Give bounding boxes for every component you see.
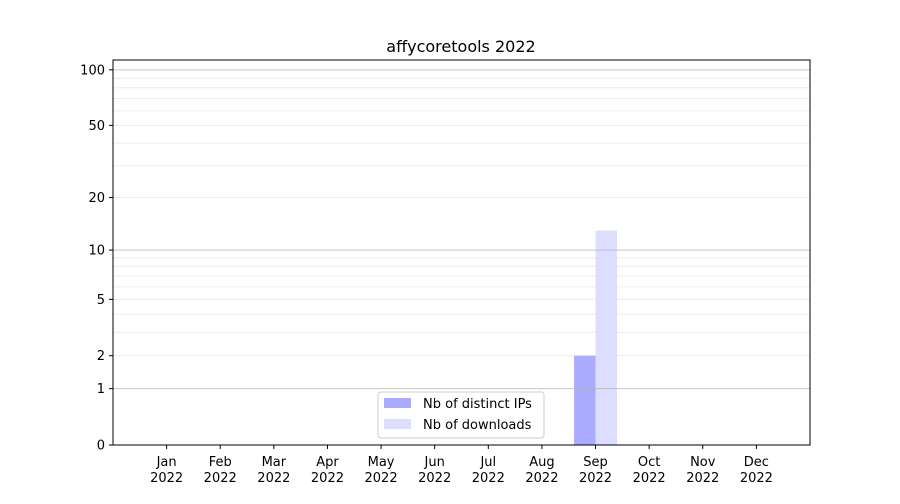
x-tick-label-month: Feb <box>209 455 232 470</box>
y-tick-label: 1 <box>97 382 105 397</box>
x-tick-label-month: Oct <box>638 455 660 470</box>
x-tick-label-year: 2022 <box>204 471 237 486</box>
x-tick-label-year: 2022 <box>740 471 773 486</box>
bar-nb-of-downloads-sep <box>595 230 617 445</box>
x-tick-label-month: Jan <box>156 455 177 470</box>
bar-nb-of-distinct-ips-sep <box>574 355 596 445</box>
legend-label: Nb of downloads <box>423 418 532 433</box>
x-tick-label-month: Apr <box>316 455 339 470</box>
x-tick-label-month: Mar <box>262 455 287 470</box>
legend-swatch <box>384 398 411 408</box>
x-tick-label-year: 2022 <box>150 471 183 486</box>
x-tick-label-month: Sep <box>583 455 608 470</box>
y-tick-label: 100 <box>80 63 105 78</box>
y-tick-label: 0 <box>97 439 105 454</box>
x-tick-label-year: 2022 <box>311 471 344 486</box>
x-tick-label-year: 2022 <box>686 471 719 486</box>
y-tick-label: 20 <box>88 191 105 206</box>
y-tick-label: 50 <box>88 119 105 134</box>
chart-title: affycoretools 2022 <box>386 37 535 56</box>
x-tick-label-year: 2022 <box>418 471 451 486</box>
y-tick-label: 5 <box>97 293 105 308</box>
x-tick-label-month: May <box>368 455 395 470</box>
x-tick-label-year: 2022 <box>579 471 612 486</box>
x-tick-label-month: Nov <box>690 455 716 470</box>
y-tick-label: 10 <box>88 244 105 259</box>
y-tick-label: 2 <box>97 349 105 364</box>
x-tick-label-month: Jun <box>424 455 445 470</box>
legend-swatch <box>384 419 411 429</box>
x-tick-label-year: 2022 <box>525 471 558 486</box>
x-tick-label-month: Aug <box>529 455 554 470</box>
legend-label: Nb of distinct IPs <box>423 397 532 412</box>
x-tick-label-year: 2022 <box>365 471 398 486</box>
plot-frame <box>112 59 811 446</box>
x-tick-label-year: 2022 <box>257 471 290 486</box>
x-tick-label-month: Dec <box>744 455 769 470</box>
x-tick-label-year: 2022 <box>633 471 666 486</box>
x-tick-label-month: Jul <box>479 455 496 470</box>
x-tick-label-year: 2022 <box>472 471 505 486</box>
legend-box <box>377 391 545 439</box>
